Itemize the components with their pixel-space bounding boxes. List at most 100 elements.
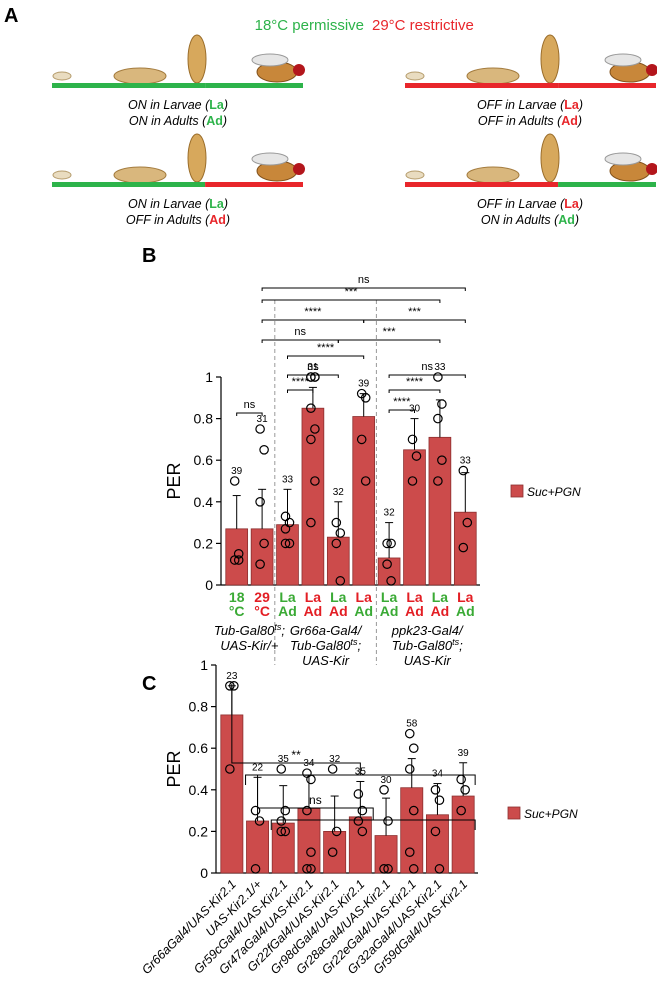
data-point — [357, 805, 368, 816]
data-point — [437, 399, 447, 409]
y-tick-label: 0.4 — [189, 782, 209, 798]
y-tick-label: 1 — [205, 369, 213, 385]
group-label-part: UAS-Kir/+ — [220, 638, 279, 653]
panel-label: B — [142, 245, 156, 267]
data-point — [382, 538, 392, 549]
significance-label: **** — [317, 342, 335, 354]
significance-bracket — [287, 374, 339, 378]
data-point — [456, 774, 466, 785]
data-point — [382, 559, 392, 569]
y-tick-label: 0.6 — [194, 452, 214, 468]
significance-bracket — [261, 287, 466, 291]
condition-text-part: ON in Adults ( — [481, 213, 560, 227]
error-bar — [356, 780, 365, 817]
data-point — [356, 434, 367, 445]
data-point — [404, 847, 415, 857]
condition-text-part: ) — [576, 114, 582, 128]
error-bar — [433, 783, 442, 815]
temperature-bar — [558, 182, 656, 187]
n-label: 31 — [257, 414, 269, 425]
data-point — [233, 555, 244, 565]
data-point — [306, 434, 316, 445]
x-tick-label: La — [406, 589, 423, 605]
n-label: 22 — [252, 762, 264, 773]
condition-text: OFF in Larvae (La) — [477, 197, 583, 211]
egg-icon — [52, 71, 72, 81]
fly-wing-icon — [251, 152, 289, 166]
significance-label: *** — [345, 286, 359, 298]
larva-icon — [466, 166, 520, 184]
fly-wing-icon — [604, 53, 642, 67]
y-tick-label: 0.6 — [189, 740, 209, 756]
x-tick-label: Ad — [304, 603, 323, 619]
significance-bracket — [287, 389, 314, 393]
data-point — [331, 517, 342, 528]
data-point — [310, 372, 320, 382]
significance-label: ns — [309, 793, 322, 807]
significance-label: *** — [383, 326, 397, 338]
group-label-part: UAS-Kir — [302, 653, 350, 668]
data-point — [302, 805, 312, 816]
group-label-sup: ts — [452, 637, 460, 647]
n-label: 33 — [282, 474, 294, 485]
data-point — [433, 476, 443, 486]
y-tick-label: 0 — [200, 865, 208, 881]
bar — [250, 528, 274, 586]
data-point — [254, 816, 265, 826]
group-label: ppk23-Gal4/ — [391, 623, 464, 638]
stage-icons — [52, 34, 305, 85]
data-point — [225, 680, 235, 691]
error-bar — [334, 501, 343, 538]
data-point — [331, 538, 342, 549]
n-label: 33 — [434, 362, 446, 373]
condition-code: La — [209, 197, 225, 211]
condition-text: ON in Adults (Ad) — [481, 213, 579, 227]
bar — [271, 822, 295, 874]
panel-label: A — [4, 5, 18, 27]
data-point — [335, 528, 346, 538]
fly-eye-icon — [293, 64, 305, 76]
bar — [276, 524, 299, 586]
bar — [428, 436, 452, 586]
group-label: Tub-Gal80ts; — [214, 622, 285, 638]
y-tick-label: 0 — [205, 577, 213, 593]
pupa-icon — [187, 133, 207, 183]
condition-text: ON in Adults (Ad) — [129, 114, 227, 128]
n-label: 35 — [278, 754, 290, 765]
significance-label: **** — [304, 306, 322, 318]
x-tick-label: 18 — [229, 589, 245, 605]
significance-label: ** — [291, 748, 301, 762]
error-bar — [410, 418, 419, 450]
data-point — [460, 784, 470, 795]
x-tick-label: La — [381, 589, 398, 605]
bar — [400, 787, 424, 874]
condition-text: OFF in Adults (Ad) — [126, 213, 230, 227]
pupa-icon — [187, 34, 207, 84]
condition-code: Ad — [558, 213, 575, 227]
data-point — [360, 392, 371, 403]
data-point — [408, 743, 419, 753]
data-point — [383, 864, 393, 874]
fly-wing-icon — [604, 152, 642, 166]
error-bar — [232, 495, 241, 529]
data-point — [306, 372, 316, 382]
data-point — [302, 864, 312, 874]
data-point — [408, 805, 419, 816]
group-label: Tub-Gal80ts; — [290, 637, 361, 653]
data-point — [386, 538, 396, 549]
condition-text-part: ) — [224, 213, 230, 227]
data-point — [306, 864, 316, 874]
condition-text: ON in Larvae (La) — [128, 98, 228, 112]
n-label: 39 — [358, 379, 370, 390]
significance-bracket — [337, 339, 441, 343]
bar — [377, 557, 401, 586]
data-point — [276, 764, 287, 774]
condition-text: OFF in Larvae (La) — [477, 98, 583, 112]
bar — [453, 511, 477, 586]
bar — [301, 407, 325, 586]
data-point — [284, 538, 295, 549]
data-point — [310, 476, 320, 486]
data-point — [327, 847, 338, 857]
larva-icon — [113, 67, 167, 85]
group-label-part: ; — [459, 638, 463, 653]
